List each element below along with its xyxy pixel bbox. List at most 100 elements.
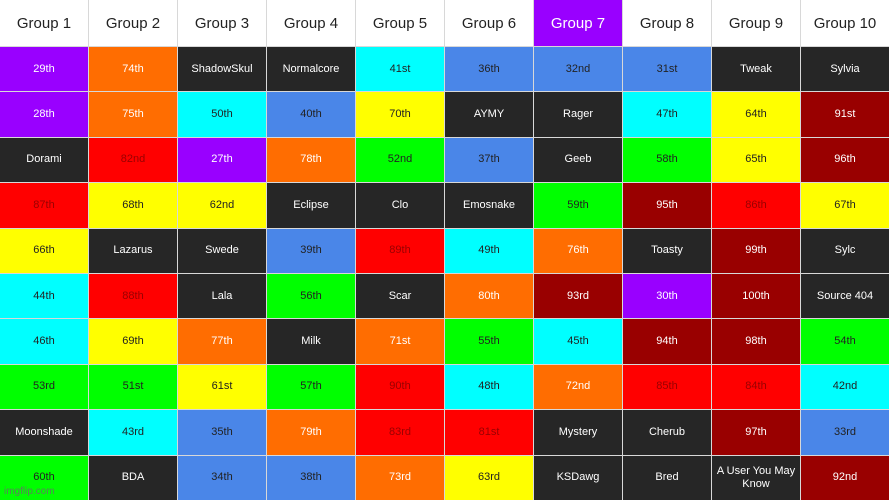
grid-cell: 85th: [623, 364, 711, 410]
grid-cell: 73rd: [356, 455, 444, 500]
grid-cell: 61st: [178, 364, 266, 410]
grid-cell: 50th: [178, 92, 266, 137]
grid-cell: 33rd: [801, 410, 889, 455]
grid-cell: 52nd: [356, 137, 444, 183]
grid-cell: 56th: [267, 274, 355, 319]
grid-cell: 69th: [89, 319, 177, 364]
grid-cell: Cherub: [623, 410, 711, 455]
grid-cell: 51st: [89, 364, 177, 410]
grid-cell: 44th: [0, 274, 88, 319]
grid-cell: 96th: [801, 137, 889, 183]
grid-cell: 38th: [267, 455, 355, 500]
grid-cell: 43rd: [89, 410, 177, 455]
grid-cell: Normalcore: [267, 47, 355, 92]
grid-cell: 84th: [712, 364, 800, 410]
grid-cell: 72nd: [534, 364, 622, 410]
group-header: Group 3: [178, 0, 266, 46]
grid-cell: Emosnake: [445, 183, 533, 228]
grid-cell: 91st: [801, 92, 889, 137]
grid-cell: 79th: [267, 410, 355, 455]
grid-cell: 62nd: [178, 183, 266, 228]
grid-cell: 55th: [445, 319, 533, 364]
grid-cell: 66th: [0, 228, 88, 273]
grid-cell: ShadowSkul: [178, 47, 266, 92]
group-header: Group 10: [801, 0, 889, 46]
grid-cell: 93rd: [534, 274, 622, 319]
grid-cell: 97th: [712, 410, 800, 455]
grid-cell: Sylvia: [801, 47, 889, 92]
group-header: Group 4: [267, 0, 355, 46]
grid-cell: AYMY: [445, 92, 533, 137]
grid-cell: Swede: [178, 228, 266, 273]
group-header: Group 1: [0, 0, 88, 46]
grid-cell: 65th: [712, 137, 800, 183]
grid-cell: 53rd: [0, 364, 88, 410]
grid-cell: Tweak: [712, 47, 800, 92]
grid-cell: 89th: [356, 228, 444, 273]
grid-cell: Rager: [534, 92, 622, 137]
grid-cell: 75th: [89, 92, 177, 137]
grid-cell: 74th: [89, 47, 177, 92]
grid-cell: 30th: [623, 274, 711, 319]
grid-cell: Mystery: [534, 410, 622, 455]
grid-cell: Source 404: [801, 274, 889, 319]
grid-cell: 48th: [445, 364, 533, 410]
group-header: Group 7: [534, 0, 622, 46]
grid-cell: Dorami: [0, 137, 88, 183]
grid-cell: 57th: [267, 364, 355, 410]
watermark-text: imgflip.com: [4, 486, 55, 497]
grid-cell: Sylc: [801, 228, 889, 273]
grid-cell: 49th: [445, 228, 533, 273]
grid-cell: Eclipse: [267, 183, 355, 228]
grid-cell: 83rd: [356, 410, 444, 455]
grid-cell: Milk: [267, 319, 355, 364]
grid-cell: 77th: [178, 319, 266, 364]
group-header: Group 9: [712, 0, 800, 46]
grid-cell: 78th: [267, 137, 355, 183]
grid-cell: 40th: [267, 92, 355, 137]
grid-cell: A User You May Know: [712, 455, 800, 500]
grid-cell: 87th: [0, 183, 88, 228]
grid-cell: 32nd: [534, 47, 622, 92]
grid-cell: 86th: [712, 183, 800, 228]
grid-cell: 76th: [534, 228, 622, 273]
grid-cell: 28th: [0, 92, 88, 137]
grid-cell: 88th: [89, 274, 177, 319]
grid-cell: 36th: [445, 47, 533, 92]
grid-cell: 70th: [356, 92, 444, 137]
grid-cell: 34th: [178, 455, 266, 500]
grid-cell: 60th: [0, 455, 88, 500]
grid-cell: 80th: [445, 274, 533, 319]
grid-cell: 41st: [356, 47, 444, 92]
grid-cell: 35th: [178, 410, 266, 455]
grid-cell: Clo: [356, 183, 444, 228]
grid-cell: 95th: [623, 183, 711, 228]
grid-cell: Scar: [356, 274, 444, 319]
grid-cell: 29th: [0, 47, 88, 92]
grid-cell: 98th: [712, 319, 800, 364]
grid-cell: Geeb: [534, 137, 622, 183]
grid-cell: 92nd: [801, 455, 889, 500]
grid-cell: 31st: [623, 47, 711, 92]
grid-cell: BDA: [89, 455, 177, 500]
grid-cell: 42nd: [801, 364, 889, 410]
grid-cell: Lazarus: [89, 228, 177, 273]
group-header: Group 8: [623, 0, 711, 46]
grid-cell: 45th: [534, 319, 622, 364]
grid-cell: 39th: [267, 228, 355, 273]
grid-cell: 27th: [178, 137, 266, 183]
group-header: Group 6: [445, 0, 533, 46]
grid-cell: 82nd: [89, 137, 177, 183]
grid-cell: 47th: [623, 92, 711, 137]
grid-cell: 64th: [712, 92, 800, 137]
grid-cell: Bred: [623, 455, 711, 500]
grid-cell: 81st: [445, 410, 533, 455]
grid-cell: 100th: [712, 274, 800, 319]
grid-cell: Moonshade: [0, 410, 88, 455]
grid-cell: 54th: [801, 319, 889, 364]
grid-cell: Lala: [178, 274, 266, 319]
grid-cell: 37th: [445, 137, 533, 183]
grid-cell: 59th: [534, 183, 622, 228]
grid-cell: 68th: [89, 183, 177, 228]
